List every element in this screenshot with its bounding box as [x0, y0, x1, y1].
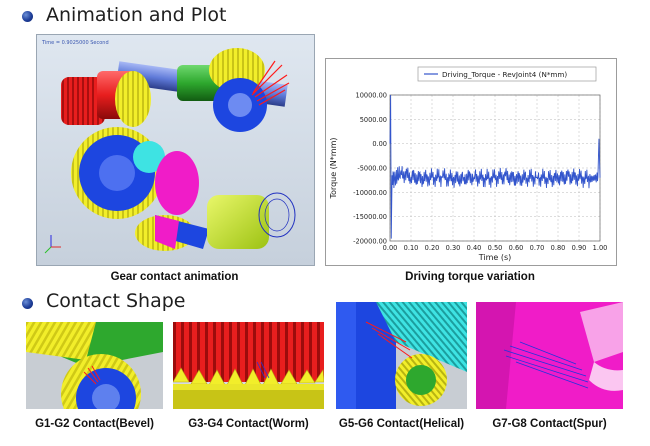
y-axis-label: Torque (N*mm) [329, 138, 338, 200]
x-tick-label: 1.00 [593, 244, 608, 252]
x-tick-label: 0.70 [530, 244, 545, 252]
y-tick-label: -5000.00 [357, 165, 387, 173]
section-bullet [22, 298, 33, 309]
y-tick-label: 5000.00 [360, 116, 387, 124]
torque-chart: 10000.00 5000.00 0.00 -5000.00 -10000.00 -150… [329, 66, 608, 262]
x-tick-label: 0.40 [467, 244, 482, 252]
caption-torque-plot: Driving torque variation [405, 271, 535, 283]
section-title-contact: Contact Shape [46, 290, 186, 312]
x-tick-label: 0.20 [425, 244, 440, 252]
caption-spur: G7-G8 Contact(Spur) [492, 418, 607, 430]
series-line-driving-torque [389, 94, 601, 239]
torque-plot-panel: 10000.00 5000.00 0.00 -5000.00 -10000.00 -150… [325, 58, 617, 266]
contact-panel-worm [173, 322, 324, 409]
gear-animation-panel: Time = 0.9025000 Second [36, 34, 315, 266]
contact-panel-bevel [26, 322, 163, 409]
y-tick-label: -10000.00 [353, 189, 387, 197]
caption-gear-animation: Gear contact animation [110, 271, 239, 283]
y-tick-label: 10000.00 [356, 92, 387, 100]
caption-bevel: G1-G2 Contact(Bevel) [35, 418, 154, 430]
section-bullet [22, 11, 33, 22]
x-tick-label: 0.60 [509, 244, 524, 252]
chart-legend: Driving_Torque - RevJoint4 (N*mm) [417, 66, 597, 82]
y-tick-label: -20000.00 [353, 238, 387, 246]
gear-assembly-render [44, 48, 296, 254]
x-tick-label: 0.00 [383, 244, 398, 252]
x-axis-label: Time (s) [478, 253, 512, 262]
y-tick-label: -15000.00 [353, 213, 387, 221]
legend-label: Driving_Torque - RevJoint4 (N*mm) [442, 70, 567, 79]
x-tick-label: 0.50 [488, 244, 503, 252]
caption-helical: G5-G6 Contact(Helical) [338, 418, 465, 430]
time-readout: Time = 0.9025000 Second [42, 40, 109, 46]
caption-worm: G3-G4 Contact(Worm) [188, 418, 309, 430]
x-tick-label: 0.10 [404, 244, 419, 252]
x-tick-label: 0.90 [572, 244, 587, 252]
chart-grid [389, 94, 601, 242]
contact-panel-helical [336, 302, 467, 409]
section-title-animation: Animation and Plot [46, 4, 227, 26]
x-tick-label: 0.30 [446, 244, 461, 252]
y-tick-label: 0.00 [372, 140, 387, 148]
x-tick-label: 0.80 [551, 244, 566, 252]
contact-panel-spur [476, 302, 623, 409]
